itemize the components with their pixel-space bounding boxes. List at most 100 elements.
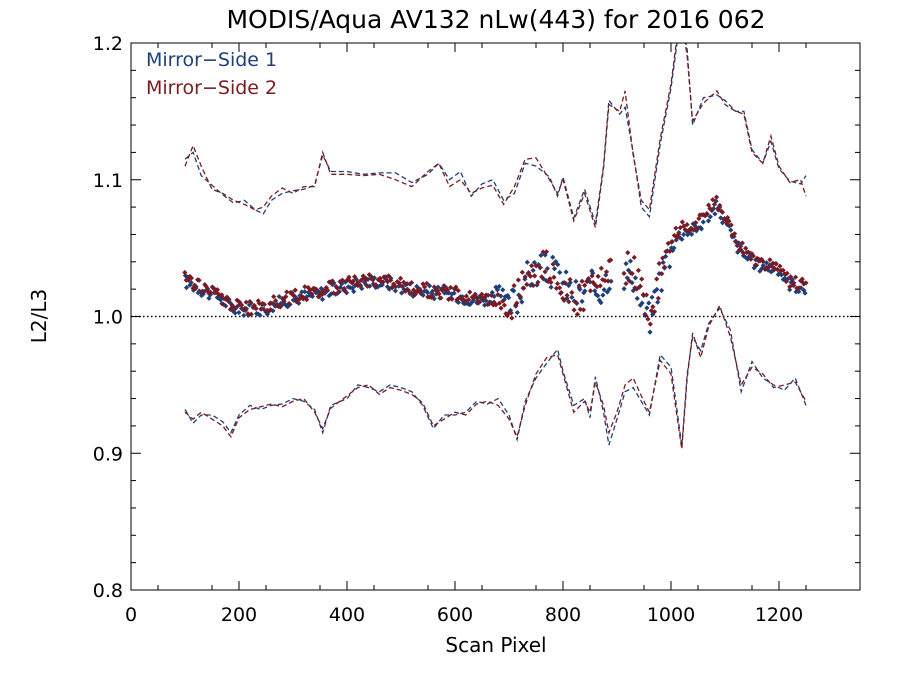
- mirror-side-1-point: [206, 295, 212, 301]
- mirror-side-2-point: [798, 278, 804, 284]
- mirror-side-1-point: [625, 267, 632, 273]
- mirror-side-1-point: [689, 231, 695, 237]
- mirror-side-2-point: [457, 294, 463, 301]
- mirror-side-2-point: [357, 283, 363, 289]
- mirror-side-1-point: [713, 198, 719, 204]
- mirror-side-2-point: [602, 278, 608, 284]
- mirror-side-2-point: [748, 256, 754, 262]
- mirror-side-1-point: [550, 254, 556, 260]
- mirror-side-1-point: [621, 286, 627, 292]
- mirror-side-2-point: [304, 297, 310, 303]
- mirror-side-1-point: [535, 262, 542, 268]
- mirror-side-2-point: [682, 227, 688, 233]
- mirror-side-2-point: [207, 289, 214, 295]
- mirror-side-1-point: [698, 226, 704, 232]
- mirror-side-2-point: [579, 278, 585, 284]
- mirror-side-2-point: [517, 294, 523, 300]
- mirror-side-2-point: [582, 282, 588, 289]
- mirror-side-1-point: [589, 268, 595, 274]
- mirror-side-2-point: [397, 275, 404, 281]
- mirror-side-2-point: [430, 293, 436, 299]
- mirror-side-2-point: [524, 281, 530, 288]
- mirror-side-1-point: [500, 287, 506, 293]
- mirror-side-1-point: [305, 289, 312, 296]
- mirror-side-2-point: [580, 307, 587, 313]
- mirror-side-2-point: [532, 273, 538, 279]
- mirror-side-2-point: [334, 285, 340, 291]
- mirror-side-1-point: [296, 300, 302, 306]
- mirror-side-2-point: [196, 277, 202, 283]
- mirror-side-1-point: [183, 285, 190, 291]
- mirror-side-2-point: [645, 316, 651, 322]
- mirror-side-1-point: [431, 296, 437, 302]
- mirror-side-1-point: [353, 276, 359, 282]
- mirror-side-1-point: [778, 272, 784, 278]
- mirror-side-2-point: [220, 301, 227, 308]
- mirror-side-2-point: [659, 255, 666, 261]
- mirror-side-1-point: [776, 270, 782, 277]
- mirror-side-1-point: [637, 302, 643, 308]
- mirror-side-1-point: [326, 293, 332, 299]
- mirror-side-2-point: [258, 306, 264, 312]
- mirror-side-2-point: [708, 207, 715, 213]
- mirror-side-2-point: [373, 282, 379, 288]
- mirror-side-2-point: [667, 248, 673, 255]
- mirror-side-2-point: [767, 257, 773, 263]
- mirror-side-1-point: [309, 293, 316, 299]
- mirror-side-2-point: [358, 277, 364, 283]
- mirror-side-2-point: [587, 288, 594, 294]
- mirror-side-1-point: [241, 312, 247, 319]
- mirror-side-2-point: [603, 269, 610, 275]
- mirror-side-2-point: [803, 280, 809, 286]
- mirror-side-2-point: [679, 219, 685, 225]
- mirror-side-2-point: [360, 273, 366, 279]
- legend-entry-mirror-side-1: Mirror−Side 1: [146, 49, 277, 71]
- mirror-side-1-point: [414, 283, 420, 289]
- mirror-side-1-point: [351, 288, 357, 295]
- mirror-side-1-point: [299, 289, 305, 295]
- mirror-side-2-point: [576, 283, 582, 289]
- mirror-side-2-point: [595, 273, 601, 279]
- mirror-side-2-lower-bound-line: [184, 303, 807, 450]
- mirror-side-1-point: [290, 297, 296, 303]
- mirror-side-2-point: [554, 280, 561, 287]
- mirror-side-1-point: [482, 302, 488, 308]
- mirror-side-2-point: [597, 283, 603, 289]
- mirror-side-2-point: [404, 281, 410, 287]
- mirror-side-2-point: [308, 291, 315, 298]
- mirror-side-2-point: [182, 269, 188, 276]
- mirror-side-1-point: [407, 281, 413, 287]
- mirror-side-1-point: [319, 296, 326, 302]
- mirror-side-1-point: [502, 293, 508, 300]
- mirror-side-1-point: [582, 288, 588, 294]
- mirror-side-2-point: [508, 310, 514, 316]
- y-tick-label: 1.1: [93, 170, 123, 192]
- mirror-side-1-point: [700, 219, 706, 225]
- mirror-side-2-point: [289, 291, 295, 298]
- mirror-side-2-point: [407, 291, 413, 297]
- mirror-side-2-point: [463, 293, 469, 299]
- mirror-side-2-point: [655, 295, 661, 301]
- mirror-side-2-point: [640, 291, 646, 298]
- x-tick-label: 400: [329, 604, 365, 626]
- mirror-side-1-point: [553, 258, 559, 265]
- mirror-side-1-point: [782, 275, 788, 282]
- mirror-side-2-point: [719, 209, 726, 215]
- mirror-side-2-point: [535, 279, 541, 285]
- mirror-side-2-point: [247, 298, 253, 305]
- mirror-side-1-point: [498, 293, 504, 299]
- mirror-side-1-point: [596, 297, 602, 303]
- mirror-side-2-point: [677, 225, 683, 231]
- mirror-side-1-point: [429, 290, 435, 297]
- mirror-side-2-point: [635, 267, 642, 273]
- mirror-side-2-point: [642, 311, 648, 317]
- mirror-side-1-point: [569, 294, 575, 300]
- mirror-side-2-point: [284, 289, 290, 295]
- mirror-side-1-point: [634, 295, 640, 302]
- mirror-side-1-point: [188, 279, 194, 286]
- mirror-side-2-point: [267, 307, 274, 313]
- mirror-side-1-point: [540, 276, 547, 282]
- y-tick-label: 1.0: [93, 307, 123, 329]
- mirror-side-1-point: [551, 266, 558, 272]
- mirror-side-2-point: [743, 245, 749, 251]
